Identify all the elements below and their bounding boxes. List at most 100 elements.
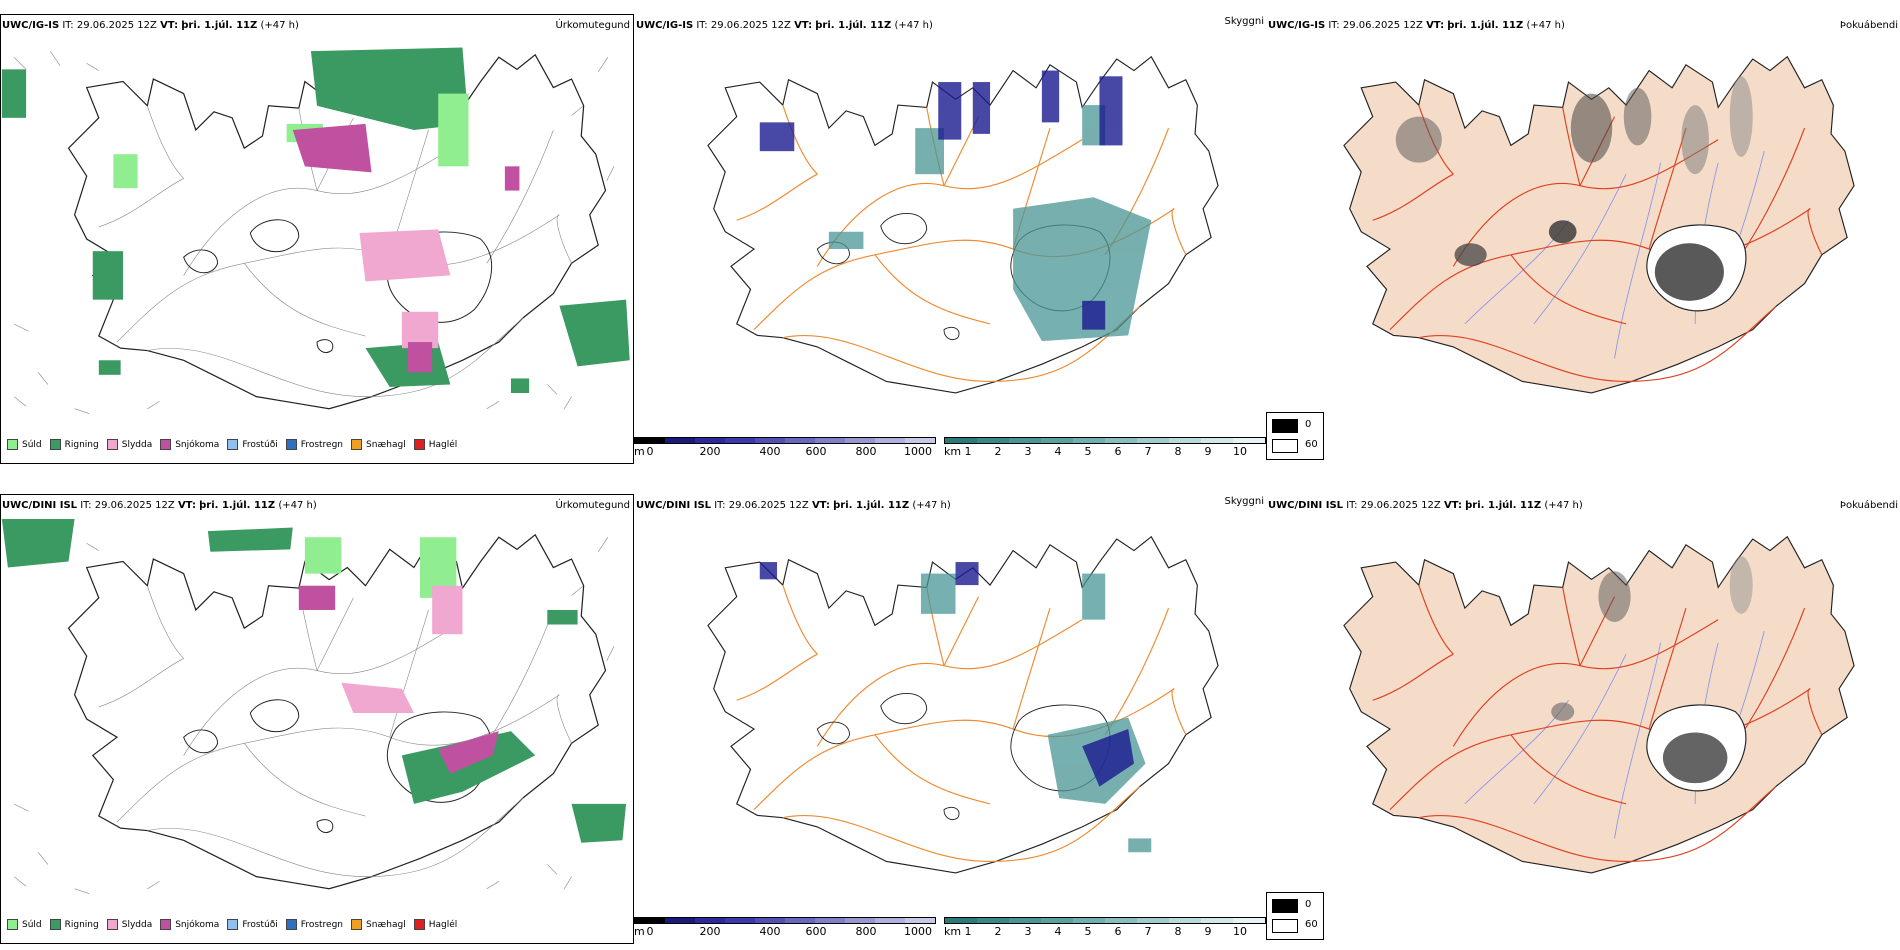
vt-label: VT: [1426, 20, 1445, 31]
snow-areas [298, 585, 499, 774]
fog-legend-high-swatch [1272, 419, 1298, 433]
legend-swatch [227, 439, 239, 450]
legend-label: Haglél [428, 919, 458, 930]
fog-legend-high-swatch [1272, 899, 1298, 913]
precip-panel-top: UWC/IG-IS IT: 29.06.2025 12Z VT: þri. 1.… [0, 14, 634, 464]
legend-label: Frostregn [300, 439, 344, 450]
fog-areas [1395, 76, 1753, 312]
precip-panel-bottom: UWC/DINI ISL IT: 29.06.2025 12Z VT: þri.… [0, 494, 634, 944]
panel-header: UWC/DINI ISL IT: 29.06.2025 12Z VT: þri.… [636, 500, 951, 511]
legend-item: Frostregn [285, 439, 344, 450]
legend-swatch [160, 439, 172, 450]
visibility-tick: 1 [964, 925, 972, 938]
panel-header: UWC/DINI ISL IT: 29.06.2025 12Z VT: þri.… [2, 500, 317, 511]
legend-item: Súld [7, 439, 42, 450]
ceiling-tick: 600 [805, 445, 827, 458]
legend-item: Rigning [49, 919, 99, 930]
legend-label: Súld [22, 439, 42, 450]
ceiling-colorbar: m 0 200 400 600 800 1000 [634, 437, 936, 463]
wind-barbs [13, 50, 615, 414]
visibility-tick: 3 [1024, 925, 1032, 938]
legend-swatch [160, 919, 172, 930]
visibility-tick: 10 [1233, 925, 1247, 938]
cloud-map-svg [707, 56, 1219, 394]
legend-item: Haglél [413, 439, 458, 450]
ceiling-tick: 600 [805, 925, 827, 938]
visibility-tick: 5 [1084, 445, 1092, 458]
vt-label: VT: [160, 20, 179, 31]
vt-label: VT: [177, 500, 196, 511]
lead-time: (+47 h) [912, 500, 951, 511]
legend-swatch [351, 919, 363, 930]
ceiling-tick: 400 [759, 925, 781, 938]
panel-header: UWC/DINI ISL IT: 29.06.2025 12Z VT: þri.… [1268, 500, 1583, 511]
fog-legend-high-label: 0 [1305, 899, 1312, 910]
visibility-tick: 10 [1233, 445, 1247, 458]
fog-legend: 0 60 [1266, 412, 1324, 460]
legend-item: Frostúði [227, 439, 278, 450]
visibility-tick: 8 [1174, 925, 1182, 938]
it-value: 29.06.2025 12Z [76, 20, 157, 31]
visibility-colorbar-cells [944, 437, 1266, 444]
it-value: 29.06.2025 12Z [710, 20, 791, 31]
precip-map-svg [1, 519, 627, 894]
legend-swatch [106, 919, 118, 930]
legend-item: Haglél [413, 919, 458, 930]
visibility-tick: 9 [1204, 445, 1212, 458]
legend-swatch [413, 439, 425, 450]
legend-item: Rigning [49, 439, 99, 450]
legend-label: Frostúði [242, 919, 278, 930]
ceiling-ticks: 0 200 400 600 800 1000 [634, 444, 936, 458]
legend-item: Snjókoma [160, 439, 219, 450]
legend-item: Slydda [106, 439, 152, 450]
precip-map: Súld Rigning Slydda Snjókoma Frostúði Fr… [0, 494, 634, 944]
legend-swatch [49, 439, 61, 450]
visibility-tick: 4 [1054, 925, 1062, 938]
legend-item: Súld [7, 919, 42, 930]
legend-item: Frostregn [285, 919, 343, 930]
panel-header: UWC/IG-IS IT: 29.06.2025 12Z VT: þri. 1.… [2, 20, 299, 31]
cloud-panel-title: Skyggni [1224, 496, 1264, 507]
fog-map-svg [1343, 536, 1855, 874]
visibility-tick: 5 [1084, 925, 1092, 938]
ceiling-tick: 200 [699, 925, 721, 938]
lead-time: (+47 h) [278, 500, 317, 511]
precip-panel-title: Úrkomutegund [555, 20, 630, 31]
precip-legend: Súld Rigning Slydda Snjókoma Frostúði Fr… [7, 439, 457, 450]
ceiling-tick: 1000 [904, 925, 932, 938]
visibility-tick: 7 [1144, 925, 1152, 938]
ceiling-tick: 0 [646, 925, 654, 938]
model-name: UWC/IG-IS [636, 20, 694, 31]
visibility-tick: 2 [994, 925, 1002, 938]
legend-swatch [351, 439, 363, 450]
vt-value: þri. 1.júl. 11Z [833, 500, 910, 511]
ceiling-tick: 200 [699, 445, 721, 458]
it-label: IT: [80, 500, 92, 511]
fog-legend-low-label: 60 [1305, 919, 1318, 930]
it-label: IT: [62, 20, 74, 31]
fog-legend-low-swatch [1272, 439, 1298, 453]
it-label: IT: [1328, 20, 1340, 31]
legend-label: Rigning [64, 919, 99, 930]
legend-label: Slydda [121, 919, 153, 930]
fog-legend-low-label: 60 [1305, 439, 1318, 450]
visibility-ticks: 1 2 3 4 5 6 7 8 9 10 [944, 444, 1266, 458]
rain-areas [1, 47, 630, 393]
sleet-areas [359, 229, 451, 349]
legend-label: Snjókoma [175, 919, 220, 930]
visibility-tick: 3 [1024, 445, 1032, 458]
precip-map: Súld Rigning Slydda Snjókoma Frostúði Fr… [0, 14, 634, 464]
wind-barbs [13, 530, 615, 894]
vt-label: VT: [1443, 500, 1462, 511]
precip-panel-title: Úrkomutegund [555, 500, 630, 511]
cloud-panel-title: Skyggni [1224, 16, 1264, 27]
lead-time: (+47 h) [260, 20, 299, 31]
legend-label: Haglél [428, 439, 458, 450]
legend-item: Snjókoma [160, 919, 219, 930]
fog-panel-bottom: UWC/DINI ISL IT: 29.06.2025 12Z VT: þri.… [1266, 494, 1900, 944]
vt-value: þri. 1.júl. 11Z [181, 20, 258, 31]
vt-value: þri. 1.júl. 11Z [1447, 20, 1524, 31]
it-value: 29.06.2025 12Z [1360, 500, 1441, 511]
model-name: UWC/IG-IS [2, 20, 60, 31]
model-name: UWC/DINI ISL [2, 500, 78, 511]
